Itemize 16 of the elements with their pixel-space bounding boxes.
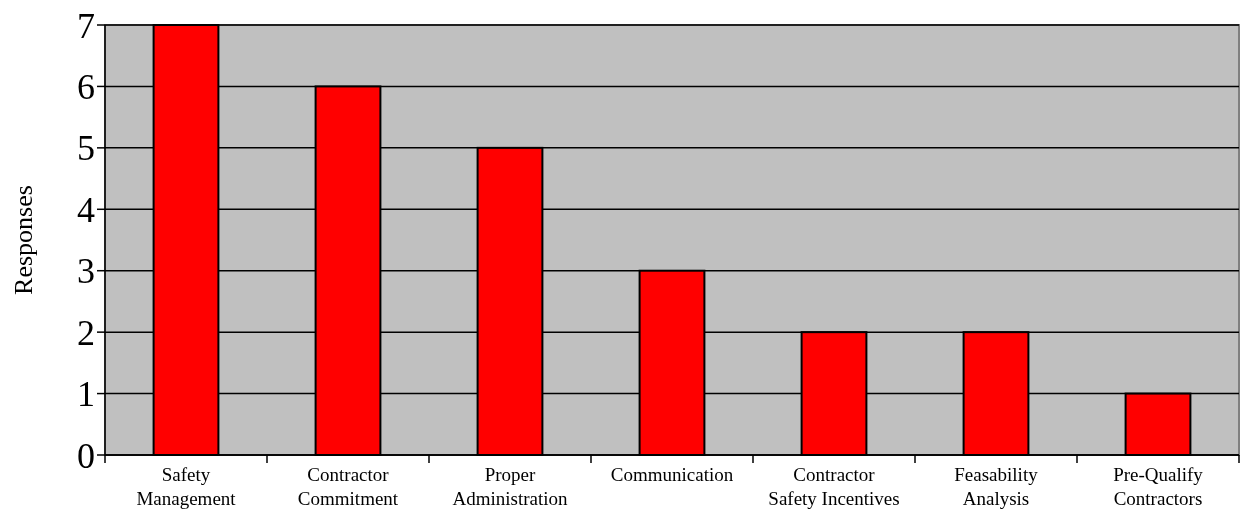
y-tick-label: 0 — [77, 435, 95, 476]
x-tick-label: Communication — [610, 464, 734, 485]
x-tick-label: Feasability Analysis — [954, 464, 1039, 509]
y-tick-label: 1 — [77, 374, 95, 415]
x-tick-label: Safety Management — [136, 464, 237, 509]
y-tick-label: 5 — [77, 128, 95, 169]
y-tick-label: 6 — [77, 67, 95, 108]
x-tick-label: Contractor Commitment — [297, 464, 399, 509]
y-tick-label: 7 — [77, 5, 95, 46]
x-tick-label: Proper Administration — [452, 464, 569, 509]
y-tick-label: 3 — [77, 251, 95, 292]
y-tick-label: 4 — [77, 189, 95, 230]
x-tick-label: Pre-Qualify Contractors — [1113, 464, 1204, 509]
y-axis-title: Responses — [9, 185, 38, 295]
x-tick-label: Contractor Safety Incentives — [768, 464, 900, 509]
y-tick-label: 2 — [77, 312, 95, 353]
